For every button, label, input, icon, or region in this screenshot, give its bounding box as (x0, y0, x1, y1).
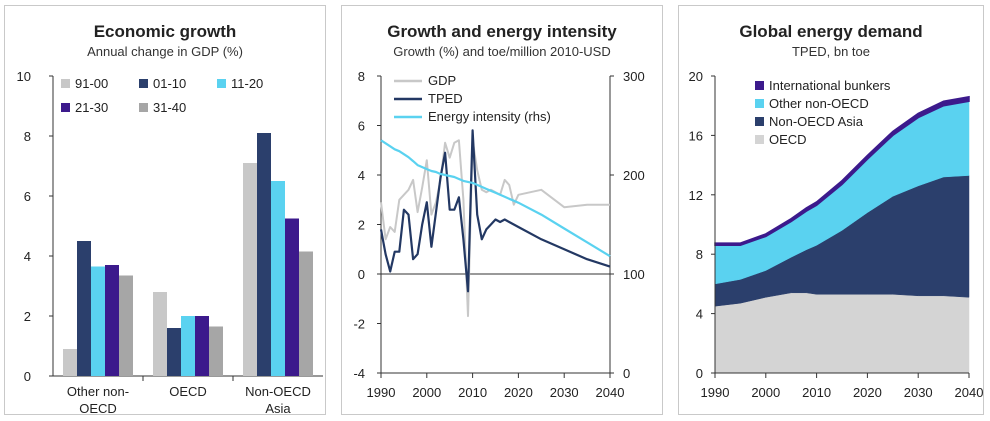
y2-tick-label: 200 (623, 168, 645, 183)
legend-label: Other non-OECD (769, 96, 869, 111)
bar (77, 241, 91, 376)
bar (299, 251, 313, 376)
y-tick-label: -4 (353, 366, 365, 381)
y-tick-label: 8 (696, 247, 703, 262)
y-tick-label: -2 (353, 317, 365, 332)
chart-subtitle: TPED, bn toe (791, 44, 871, 59)
x-category-label: Non-OECD (245, 384, 311, 399)
y2-tick-label: 100 (623, 267, 645, 282)
legend-label: Non-OECD Asia (769, 114, 864, 129)
y-tick-label: 0 (358, 267, 365, 282)
economic-growth-chart: 0 2 4 6 8 10 Other non- OECD OECD Non-OECD Asia 91-… (17, 69, 323, 416)
bar (209, 326, 223, 376)
y2-tick-label: 300 (623, 69, 645, 84)
legend-swatch (217, 79, 226, 88)
legend-label: 91-00 (75, 76, 108, 91)
y-tick-label: 4 (24, 249, 31, 264)
x-tick-label: 2020 (853, 385, 882, 400)
y-tick-label: 4 (358, 168, 365, 183)
x-tick-label: 2000 (412, 385, 441, 400)
y-tick-label: 16 (689, 128, 703, 143)
energy-demand-panel: Global energy demand TPED, bn toe 0 4 8 12 1… (678, 5, 984, 415)
y-tick-label: 8 (24, 129, 31, 144)
chart-subtitle: Annual change in GDP (%) (87, 44, 243, 59)
x-tick-label: 1990 (701, 385, 730, 400)
bar (271, 181, 285, 376)
legend-swatch (139, 79, 148, 88)
bar (167, 328, 181, 376)
series-line (380, 139, 611, 258)
legend-swatch (755, 81, 764, 90)
x-tick-label: 1990 (367, 385, 396, 400)
y-tick-label: 20 (689, 69, 703, 84)
legend-label: GDP (428, 73, 456, 88)
y-tick-label: 8 (358, 69, 365, 84)
y2-tick-label: 0 (623, 366, 630, 381)
chart-subtitle: Growth (%) and toe/million 2010-USD (393, 44, 611, 59)
x-tick-label: 2030 (904, 385, 933, 400)
legend-swatch (755, 99, 764, 108)
legend-label: 31-40 (153, 100, 186, 115)
legend-label: 21-30 (75, 100, 108, 115)
growth-intensity-chart: -4 -2 0 2 4 6 8 0 100 200 300 1990 2000 2010 2020 2030 2… (353, 69, 645, 400)
x-category-label: OECD (169, 384, 207, 399)
y-tick-label: 4 (696, 307, 703, 322)
x-tick-label: 2020 (504, 385, 533, 400)
bar (105, 265, 119, 376)
chart-title: Global energy demand (739, 22, 923, 41)
growth-intensity-panel: Growth and energy intensity Growth (%) a… (341, 5, 663, 415)
y-tick-label: 6 (358, 119, 365, 134)
legend-swatch (139, 103, 148, 112)
legend-label: 11-20 (231, 76, 263, 91)
y-tick-label: 12 (689, 188, 703, 203)
legend-swatch (755, 117, 764, 126)
x-category-label: OECD (79, 401, 117, 416)
y-tick-label: 0 (24, 369, 31, 384)
bar (119, 275, 133, 376)
x-tick-label: 2010 (458, 385, 487, 400)
bar (91, 266, 105, 376)
y-tick-label: 2 (24, 309, 31, 324)
bar (257, 133, 271, 376)
bar (153, 292, 167, 376)
legend-label: OECD (769, 132, 807, 147)
legend-swatch (61, 79, 70, 88)
x-tick-label: 2000 (751, 385, 780, 400)
bar (63, 349, 77, 376)
chart-title: Economic growth (93, 22, 237, 41)
bar (195, 316, 209, 376)
area-band (714, 292, 970, 374)
energy-demand-chart: 0 4 8 12 16 20 1990 2000 2010 2020 2030 2040 Interna… (689, 69, 984, 400)
x-category-label: Asia (265, 401, 291, 416)
legend-swatch (755, 135, 764, 144)
area-band (714, 95, 970, 247)
x-tick-label: 2040 (596, 385, 625, 400)
bar (181, 316, 195, 376)
y-tick-label: 6 (24, 189, 31, 204)
x-tick-label: 2010 (802, 385, 831, 400)
economic-growth-panel: Economic growth Annual change in GDP (%)… (4, 5, 326, 416)
x-tick-label: 2040 (955, 385, 984, 400)
chart-title: Growth and energy intensity (387, 22, 617, 41)
series-line (379, 129, 611, 293)
y-tick-label: 0 (696, 366, 703, 381)
bar (285, 218, 299, 376)
legend-label: TPED (428, 91, 463, 106)
y-tick-label: 10 (17, 69, 31, 84)
legend-label: International bunkers (769, 78, 891, 93)
series-line (380, 139, 610, 318)
bar (243, 163, 257, 376)
legend-label: Energy intensity (rhs) (428, 109, 551, 124)
x-category-label: Other non- (67, 384, 129, 399)
legend-swatch (61, 103, 70, 112)
legend-label: 01-10 (153, 76, 186, 91)
y-tick-label: 2 (358, 218, 365, 233)
x-tick-label: 2030 (550, 385, 579, 400)
